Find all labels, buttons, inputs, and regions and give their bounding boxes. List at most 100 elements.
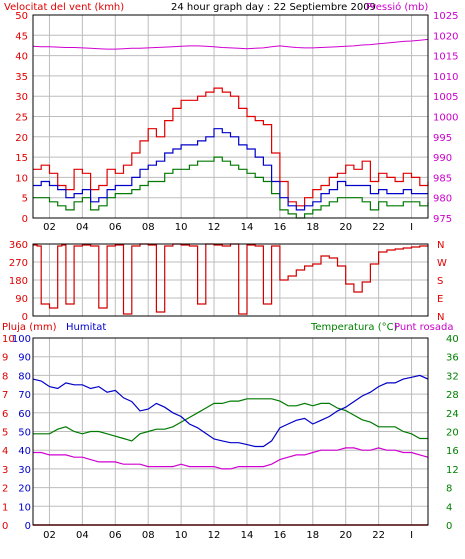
p3-x-tick-label: 08 [142,530,155,541]
p1-x-tick-label: 12 [208,222,221,233]
direction-series-line [33,243,429,315]
compass-tick-label: E [437,294,443,305]
humidity-temperature-panel: 0102030405060708090100012345678910048121… [2,334,459,541]
wind-series-line-2 [33,156,429,219]
p3-frame [32,337,429,526]
humidity-tick-label: 0 [25,521,31,532]
wind-tick-label: 50 [15,11,28,22]
pressure-tick-label: 980 [433,194,452,205]
humidity-tick-label: 10 [18,502,31,513]
humidity-tick-label: 20 [18,484,31,495]
rain-tick-label: 10 [2,334,15,345]
pressure-tick-label: 985 [433,173,452,184]
p3-x-tick-label: 20 [339,530,352,541]
p3-x-tick-label: 12 [208,530,221,541]
rain-axis-label: Pluja (mm) [2,322,57,333]
wind-series-line-0 [33,87,429,207]
temperature-tick-label: 36 [446,353,459,364]
wind-tick-label: 45 [15,31,28,42]
p3-x-tick-label: 16 [274,530,287,541]
rain-tick-label: 4 [2,446,8,457]
wind-speed-axis-label: Velocitat del vent (kmh) [4,2,124,13]
p3-x-tick-label: I [410,530,413,541]
pressure-tick-label: 1010 [433,72,458,83]
p1-x-tick-label: 14 [241,222,254,233]
temperature-tick-label: 40 [446,334,459,345]
p1-x-tick-label: 20 [339,222,352,233]
humidity-tick-label: 90 [18,353,31,364]
wind-tick-label: 30 [15,92,28,103]
rain-tick-label: 7 [2,390,8,401]
rain-tick-label: 8 [2,371,8,382]
rain-tick-label: 9 [2,353,8,364]
p1-x-tick-label: 02 [43,222,56,233]
pressure-tick-label: 995 [433,133,452,144]
p2-frame [32,243,429,317]
pressure-tick-label: 1000 [433,113,458,124]
p1-x-tick-label: I [410,222,413,233]
direction-tick-label: 270 [9,258,28,269]
dewpoint-series-line [33,447,429,470]
dewpoint-axis-label: Punt rosada [394,322,453,333]
p3-x-tick-label: 18 [306,530,319,541]
wind-tick-label: 40 [15,52,28,63]
temperature-tick-label: 32 [446,371,459,382]
p3-x-tick-label: 22 [372,530,385,541]
pressure-tick-label: 990 [433,153,452,164]
temperature-tick-label: 16 [446,446,459,457]
wind-series-line-1 [33,128,428,211]
humidity-tick-label: 100 [12,334,31,345]
humidity-series-line [32,374,429,448]
rain-tick-label: 1 [2,502,8,513]
rain-tick-label: 5 [2,428,8,439]
p1-frame [32,14,429,219]
temperature-tick-label: 4 [446,502,452,513]
rain-tick-label: 0 [2,521,8,532]
wind-direction-panel: 0 N 90 E 180 S 270 W 360 N [9,240,447,323]
pressure-series-line [32,38,429,50]
p1-x-tick-label: 18 [306,222,319,233]
compass-tick-label: N [437,240,444,251]
direction-tick-label: 180 [9,276,28,287]
temperature-tick-label: 12 [446,465,459,476]
pressure-tick-label: 1020 [433,31,458,42]
rain-tick-label: 2 [2,484,8,495]
wind-tick-label: 10 [15,173,28,184]
humidity-tick-label: 70 [18,390,31,401]
compass-tick-label: S [437,276,443,287]
temperature-tick-label: 28 [446,390,459,401]
wind-tick-label: 25 [15,113,28,124]
direction-tick-label: 0 [22,312,28,323]
p1-x-tick-label: 22 [372,222,385,233]
p1-x-tick-label: 08 [142,222,155,233]
p3-x-tick-label: 06 [109,530,122,541]
direction-tick-label: 360 [9,240,28,251]
pressure-tick-label: 1005 [433,92,458,103]
wind-tick-label: 5 [22,194,28,205]
p1-x-tick-label: 10 [175,222,188,233]
pressure-tick-label: 975 [433,214,452,225]
humidity-tick-label: 80 [18,371,31,382]
pressure-tick-label: 1025 [433,11,458,22]
temperature-axis-label: Temperatura (°C) [310,322,398,333]
p1-x-tick-label: 06 [109,222,122,233]
pressure-axis-label: Pressió (mb) [366,1,428,13]
compass-tick-label: N [437,312,444,323]
wind-pressure-panel: 0510152025303540455097598098599099510001… [15,11,458,233]
humidity-tick-label: 40 [18,446,31,457]
rain-tick-label: 6 [2,409,8,420]
humidity-tick-label: 60 [18,409,31,420]
p1-x-tick-label: 16 [274,222,287,233]
p3-x-tick-label: 14 [241,530,254,541]
temperature-series-line [33,398,428,442]
pressure-tick-label: 1015 [433,52,458,63]
compass-tick-label: W [437,258,447,269]
p1-x-tick-label: 04 [76,222,89,233]
p3-x-tick-label: 04 [76,530,89,541]
humidity-tick-label: 30 [18,465,31,476]
direction-tick-label: 90 [15,294,28,305]
temperature-tick-label: 24 [446,409,459,420]
temperature-tick-label: 0 [446,521,452,532]
humidity-axis-label: Humitat [66,322,106,333]
